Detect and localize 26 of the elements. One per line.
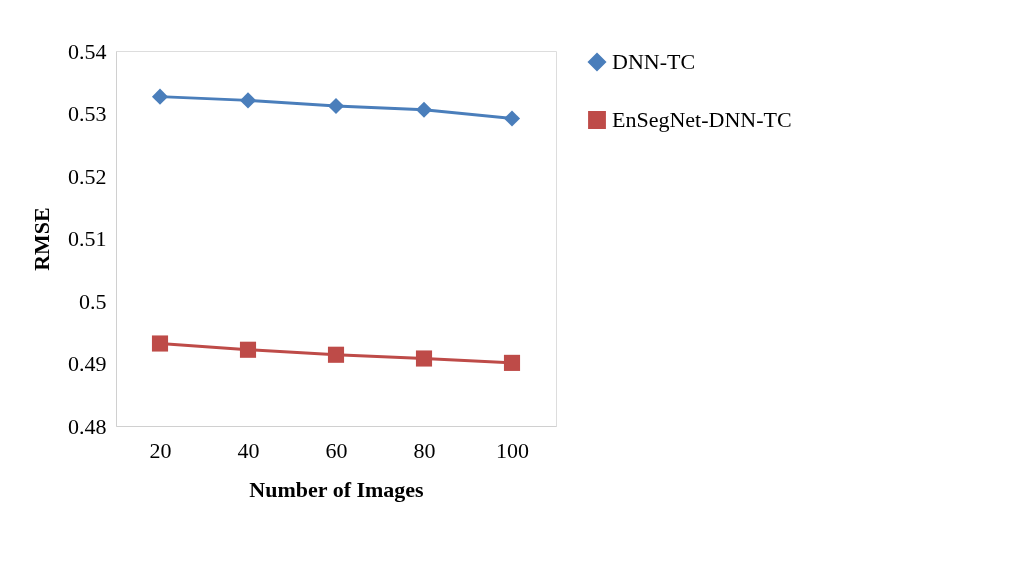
point — [327, 346, 345, 363]
point — [503, 110, 521, 127]
legend-label: EnSegNet-DNN-TC — [612, 107, 792, 132]
x-tick-label: 20 — [149, 437, 172, 463]
point — [239, 341, 257, 358]
point — [415, 350, 433, 367]
y-tick-label: 0.54 — [68, 38, 107, 64]
x-axis-title: Number of Images — [249, 476, 425, 502]
x-tick-label: 80 — [413, 437, 436, 463]
point — [239, 92, 257, 109]
y-tick-label: 0.48 — [68, 413, 107, 439]
point — [415, 101, 433, 118]
point — [327, 97, 345, 115]
y-axis-title: RMSE — [29, 207, 54, 271]
y-tick-label: 0.51 — [68, 226, 107, 251]
legend-label: DNN-TC — [612, 49, 696, 74]
point — [503, 354, 521, 371]
x-tick-label: 60 — [325, 437, 348, 463]
x-tick-label: 40 — [237, 437, 260, 463]
point — [151, 88, 169, 105]
y-tick-label: 0.52 — [68, 163, 107, 189]
y-tick-label: 0.5 — [79, 288, 107, 314]
y-tick-label: 0.53 — [68, 101, 107, 126]
point — [151, 335, 169, 352]
x-tick-label: 100 — [496, 437, 529, 463]
y-tick-label: 0.49 — [68, 351, 107, 376]
